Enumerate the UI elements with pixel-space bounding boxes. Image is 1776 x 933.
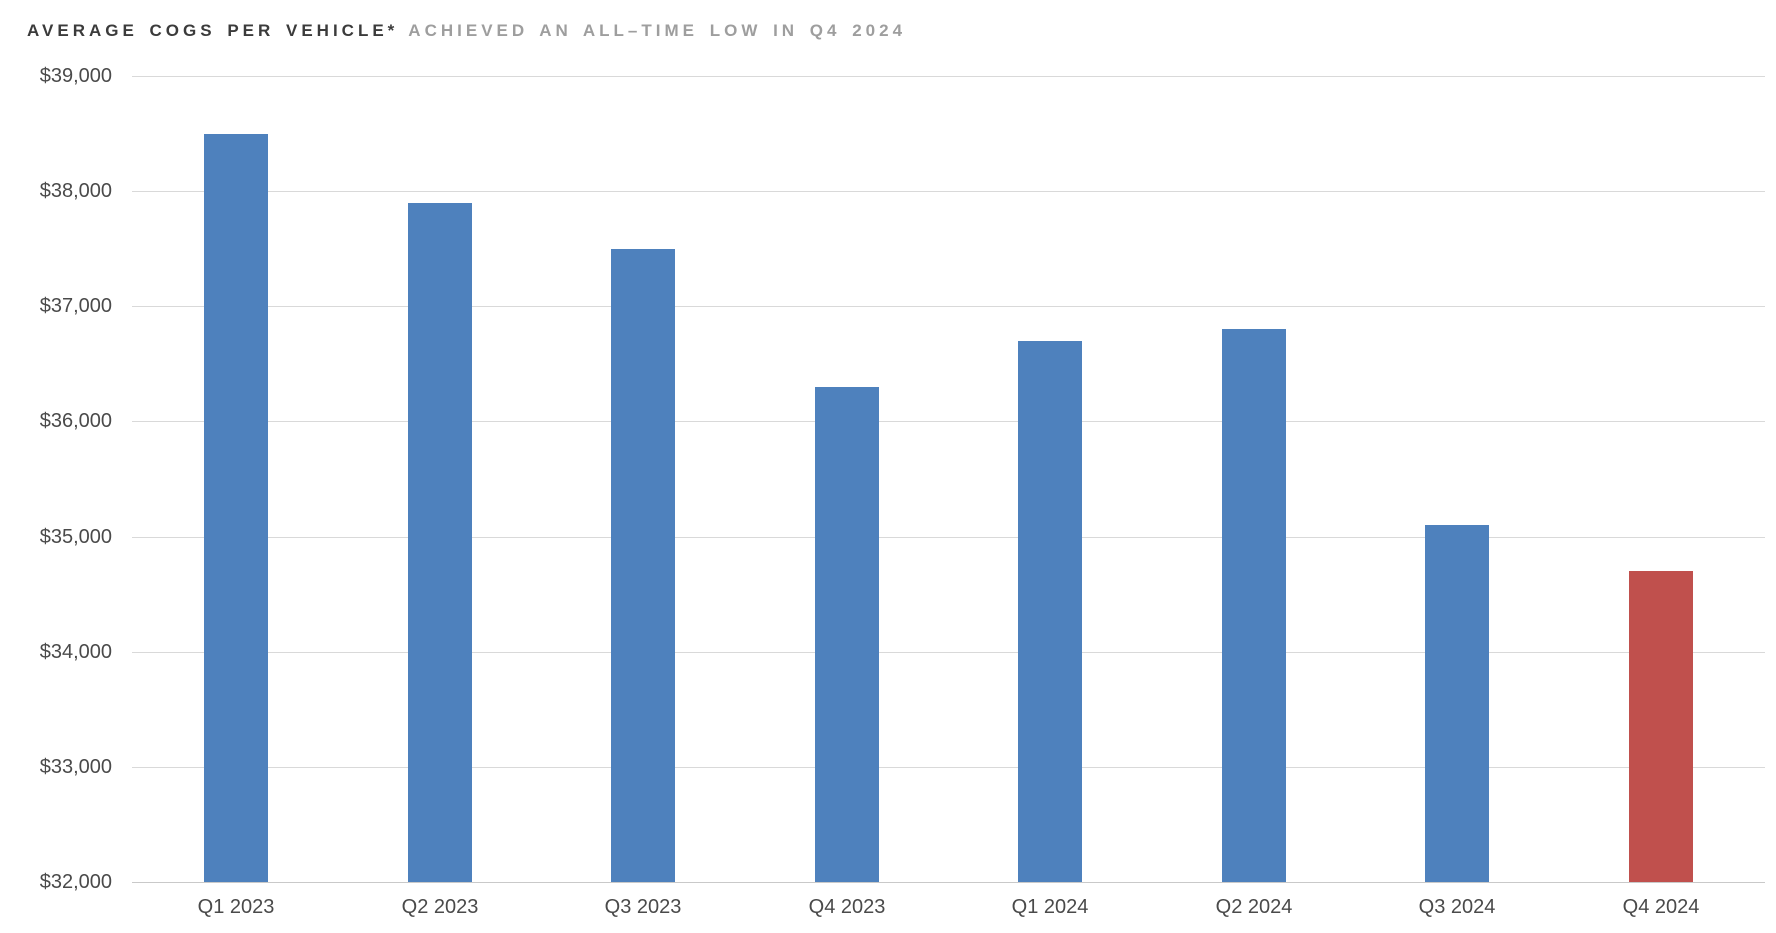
- y-tick-label: $39,000: [39, 65, 112, 87]
- y-tick-label: $38,000: [39, 180, 112, 202]
- gridline: [132, 76, 1765, 77]
- bar-q1-2024: [1018, 341, 1082, 882]
- bar-q2-2024: [1222, 329, 1286, 882]
- x-tick-label: Q3 2023: [604, 896, 682, 918]
- y-tick-label: $36,000: [39, 410, 112, 432]
- gridline: [132, 191, 1765, 192]
- bar-q4-2024: [1629, 571, 1693, 882]
- x-tick-label: Q4 2024: [1622, 896, 1700, 918]
- bar-q3-2023: [611, 249, 675, 882]
- gridline: [132, 537, 1765, 538]
- bar-q4-2023: [815, 387, 879, 882]
- x-tick-label: Q2 2024: [1215, 896, 1293, 918]
- gridline: [132, 306, 1765, 307]
- bar-q3-2024: [1425, 525, 1489, 882]
- y-tick-label: $32,000: [39, 871, 112, 893]
- y-tick-label: $34,000: [39, 641, 112, 663]
- x-tick-label: Q2 2023: [401, 896, 479, 918]
- x-tick-label: Q1 2023: [197, 896, 275, 918]
- x-axis-line: [132, 882, 1765, 883]
- x-tick-label: Q3 2024: [1418, 896, 1496, 918]
- y-tick-label: $35,000: [39, 526, 112, 548]
- x-tick-label: Q4 2023: [808, 896, 886, 918]
- chart-title-primary: AVERAGE COGS PER VEHICLE*: [27, 21, 399, 40]
- gridline: [132, 421, 1765, 422]
- y-tick-label: $33,000: [39, 756, 112, 778]
- y-tick-label: $37,000: [39, 295, 112, 317]
- gridline: [132, 652, 1765, 653]
- bar-q1-2023: [204, 134, 268, 882]
- gridline: [132, 767, 1765, 768]
- bar-q2-2023: [408, 203, 472, 882]
- chart-title-secondary: ACHIEVED AN ALL–TIME LOW IN Q4 2024: [408, 21, 907, 40]
- chart-title: AVERAGE COGS PER VEHICLE* ACHIEVED AN ALL…: [27, 21, 906, 41]
- x-tick-label: Q1 2024: [1011, 896, 1089, 918]
